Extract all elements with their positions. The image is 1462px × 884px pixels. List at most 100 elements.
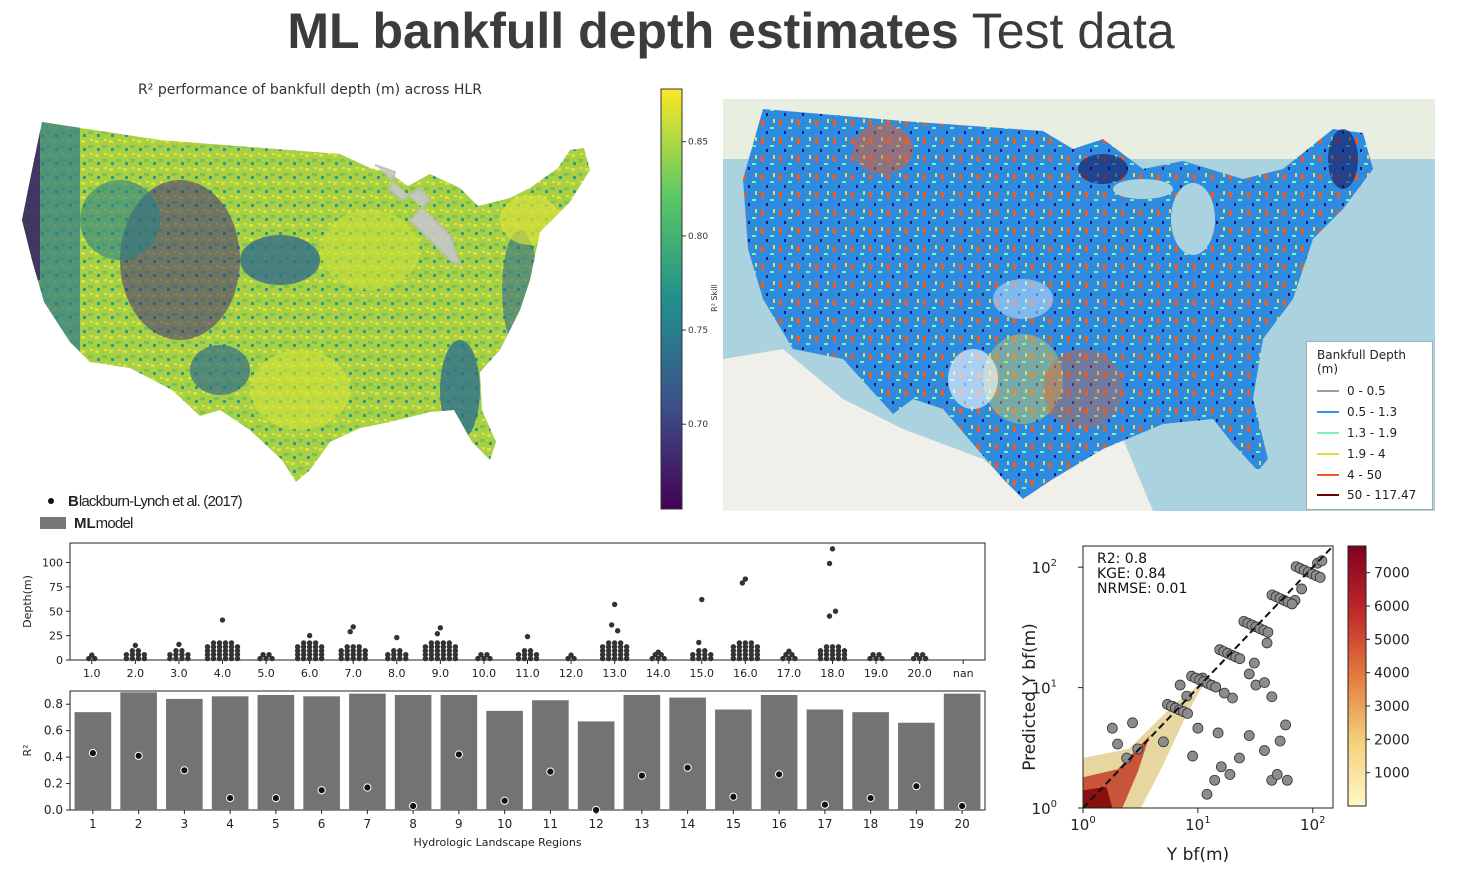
swarm-point (748, 640, 755, 646)
legend-bar-marker (40, 517, 66, 529)
scatter-point (1158, 736, 1169, 748)
density-colorbar-label: 7000 (1374, 566, 1410, 582)
swarm-point (739, 580, 746, 586)
swarm-point (228, 644, 235, 650)
swarm-point (605, 644, 612, 650)
scatter-stat: NRMSE: 0.01 (1097, 581, 1187, 597)
swarm-point (655, 649, 661, 655)
swarm-point (312, 651, 319, 658)
swarm-point (135, 648, 142, 654)
swarm-point (829, 651, 836, 658)
swarm-point (605, 640, 612, 646)
swarm-point (748, 644, 755, 650)
baseline-dot (500, 796, 509, 805)
depth-usa-map (723, 99, 1435, 511)
swarm-point (434, 640, 441, 646)
swarm-point (832, 608, 839, 614)
swarm-point (742, 576, 749, 582)
swarm-point (817, 655, 824, 662)
swarm-point (841, 651, 848, 658)
swarm-xtick-label: 15.0 (690, 667, 715, 680)
swarm-point (533, 651, 540, 658)
swarm-ytick-label: 0 (56, 654, 63, 667)
scatter-point (1243, 730, 1255, 741)
depth-legend-label: 0.5 - 1.3 (1347, 405, 1398, 420)
r2-colorbar-tick-label: 0.85 (688, 138, 708, 148)
swarm-point (428, 644, 435, 650)
swarm-point (649, 655, 655, 662)
swarm-point (204, 655, 211, 662)
depth-map-panel[interactable]: Bankfull Depth (m) 0 - 0.5 0.5 - 1.3 1.3 -… (723, 99, 1435, 511)
legend-bar-row: ML model (40, 512, 360, 534)
swarm-point (614, 628, 621, 634)
swarm-point (475, 655, 481, 662)
scatter-xtick-exponent: 1 (1204, 815, 1210, 826)
bar-xtick-label: 15 (726, 817, 741, 831)
swarm-point (910, 655, 917, 662)
scatter-point (1261, 637, 1273, 649)
scatter-point (1316, 555, 1328, 567)
swarm-point (748, 655, 755, 662)
scatter-point (1262, 626, 1274, 638)
swarm-point (478, 651, 484, 658)
ml-bar (852, 712, 889, 810)
density-colorbar-label: 2000 (1374, 732, 1410, 748)
ml-bar (669, 697, 706, 810)
ml-bar (257, 694, 295, 810)
swarm-point (173, 651, 179, 658)
swarm-ytick-label: 75 (49, 581, 63, 594)
swarm-point (599, 648, 606, 654)
swarm-point (312, 644, 319, 650)
swarm-point (829, 655, 836, 662)
swarm-point (742, 640, 749, 646)
depth-swarm-chart: 0 25 50 75 100 Depth(m) 1.0 2.0 3.0 4.0 5.0 6.0 7.0 8… (21, 542, 986, 680)
swarm-ytick-label: 50 (49, 605, 63, 618)
swarm-point (300, 640, 307, 646)
scatter-point (1192, 722, 1204, 734)
swarm-point (521, 648, 528, 654)
depth-legend-items: 0 - 0.5 0.5 - 1.3 1.3 - 1.9 1.9 - 4 4 - 50 50… (1317, 381, 1422, 506)
depth-legend-swatch (1317, 431, 1339, 434)
swarm-point (826, 560, 833, 567)
scatter-point (1280, 719, 1291, 731)
swarm-point (754, 644, 761, 650)
swarm-point (228, 651, 235, 658)
swarm-point (730, 644, 737, 650)
swarm-point (434, 644, 441, 650)
swarm-point (132, 642, 139, 649)
swarm-point (222, 644, 229, 650)
r2-colorbar-tick-label: 0.75 (688, 326, 708, 336)
swarm-point (605, 651, 612, 658)
swarm-point (792, 655, 798, 662)
bar-xtick-label: 18 (863, 817, 878, 831)
swarm-point (403, 651, 409, 658)
swarm-point (318, 655, 325, 662)
swarm-point (350, 651, 356, 658)
scatter-ytick-exponent: 0 (1051, 799, 1057, 810)
swarm-point (702, 651, 708, 658)
ml-bar (943, 693, 981, 810)
swarm-point (870, 651, 876, 658)
baseline-dot (546, 767, 555, 776)
swarm-point (446, 655, 453, 662)
swarm-point (452, 648, 459, 654)
baseline-dot (912, 782, 921, 791)
scatter-point (1281, 774, 1293, 786)
swarm-point (568, 652, 574, 658)
scatter-point (1266, 691, 1278, 703)
swarm-point (841, 648, 848, 654)
legend-bar-label-bold: ML (74, 514, 96, 532)
swarm-point (210, 651, 217, 658)
scatter-stat: R2: 0.8 (1097, 551, 1147, 567)
swarm-point (916, 655, 923, 662)
scatter-point (1127, 717, 1138, 729)
swarm-point (204, 648, 211, 654)
swarm-point (611, 640, 618, 646)
swarm-point (422, 655, 429, 662)
scatter-xlabel: Y bf(m) (1166, 845, 1229, 865)
swarm-point (350, 644, 356, 650)
swarm-point (306, 644, 313, 650)
baseline-dot (363, 783, 372, 792)
swarm-point (318, 651, 325, 658)
